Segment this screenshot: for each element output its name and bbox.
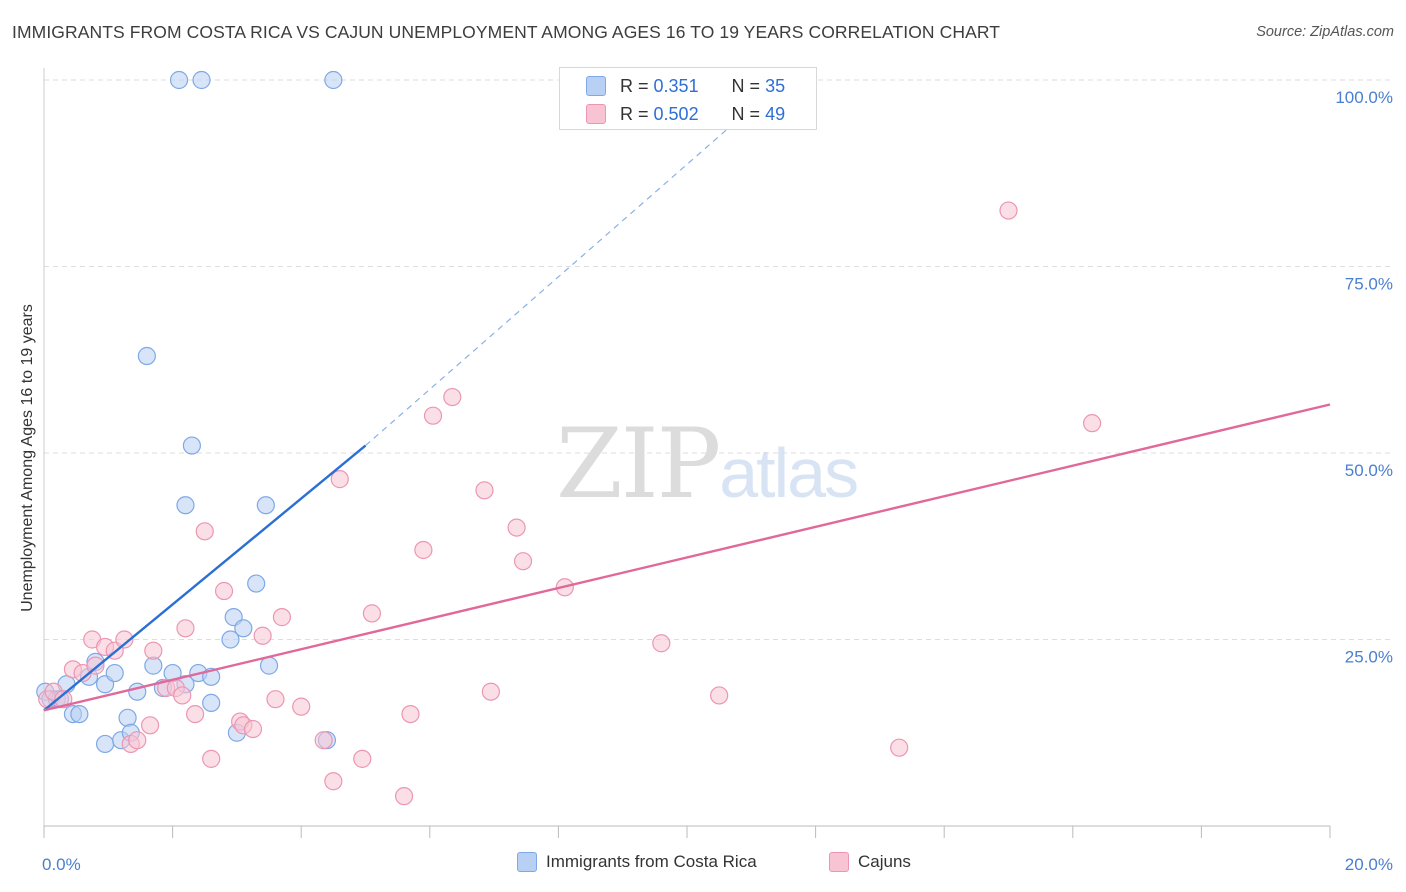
legend-label-costa-rica: Immigrants from Costa Rica [546, 852, 757, 871]
y-tick-label: 25.0% [1345, 648, 1393, 667]
data-point-blue [256, 496, 275, 515]
stats-row-costa-rica: R = 0.351 N = 35 [560, 73, 785, 99]
series-pink [38, 201, 1102, 806]
data-point-pink [394, 787, 414, 806]
data-point-blue [105, 663, 124, 683]
blue-swatch [586, 76, 606, 96]
stats-r-label: R = [620, 103, 649, 124]
data-point-blue [95, 734, 115, 754]
data-point-pink [652, 634, 671, 653]
data-point-blue [169, 70, 189, 90]
data-point-pink [54, 690, 73, 709]
legend-swatch-pink [829, 852, 849, 872]
data-point-pink [253, 626, 272, 645]
data-point-pink [115, 630, 134, 649]
data-point-pink [292, 697, 311, 716]
data-point-blue [202, 693, 221, 713]
stats-n-label: N = [731, 103, 761, 124]
data-point-pink [362, 604, 382, 623]
data-point-pink [475, 481, 494, 500]
trend-line-extension-blue [365, 79, 784, 446]
y-tick-label: 50.0% [1345, 461, 1393, 480]
source-label: Source: ZipAtlas.com [1256, 24, 1394, 40]
data-point-pink [195, 522, 214, 541]
pink-swatch [586, 104, 606, 124]
watermark-atlas: atlas [719, 434, 859, 512]
data-point-pink [890, 738, 909, 757]
stats-n-value: 35 [765, 75, 786, 96]
data-point-pink [710, 686, 729, 705]
data-point-pink [202, 749, 221, 768]
legend-item-cajuns[interactable]: Cajuns [829, 852, 911, 872]
data-point-pink [999, 201, 1018, 220]
x-tick-label: 0.0% [42, 855, 81, 874]
data-point-pink [144, 641, 163, 660]
data-point-blue [70, 704, 89, 724]
stats-n-value: 49 [765, 103, 786, 124]
data-point-blue [192, 70, 211, 90]
watermark-zip: ZIP [556, 408, 721, 520]
stats-row-cajuns: R = 0.502 N = 49 [560, 101, 785, 127]
legend-label-cajuns: Cajuns [858, 852, 911, 871]
data-point-blue [259, 656, 279, 675]
data-point-pink [423, 406, 443, 425]
data-point-blue [118, 708, 137, 727]
x-tick-label: 20.0% [1345, 855, 1393, 874]
data-point-pink [481, 682, 500, 701]
data-point-pink [214, 581, 234, 601]
data-point-pink [140, 716, 160, 735]
data-point-pink [401, 704, 420, 724]
data-point-blue [221, 630, 240, 649]
data-point-pink [443, 387, 462, 407]
data-point-pink [414, 540, 433, 560]
data-point-pink [176, 619, 195, 638]
trend-line-blue [43, 444, 367, 712]
data-point-blue [182, 436, 201, 455]
data-point-pink [1082, 414, 1102, 433]
bottom-legend: Immigrants from Costa Rica Cajuns [0, 852, 1406, 878]
data-point-pink [86, 656, 105, 675]
legend-item-costa-rica[interactable]: Immigrants from Costa Rica [517, 852, 757, 872]
data-point-pink [266, 690, 285, 709]
y-tick-label: 75.0% [1345, 275, 1393, 294]
stats-r-value: 0.502 [653, 103, 699, 124]
stats-legend: R = 0.351 N = 35 R = 0.502 N = 49 [559, 67, 817, 130]
data-point-pink [324, 772, 343, 791]
data-point-pink [513, 552, 533, 571]
data-point-blue [234, 619, 253, 638]
data-point-pink [272, 608, 292, 627]
trend-line-pink [43, 403, 1331, 712]
data-point-pink [243, 719, 263, 739]
data-point-blue [247, 574, 266, 593]
legend-swatch-blue [517, 852, 537, 872]
data-point-pink [353, 749, 372, 768]
data-point-pink [314, 731, 333, 750]
stats-r-label: R = [620, 75, 649, 96]
chart-title: IMMIGRANTS FROM COSTA RICA VS CAJUN UNEM… [12, 22, 1001, 42]
stats-n-label: N = [731, 75, 761, 96]
data-point-pink [128, 731, 147, 750]
stats-r-value: 0.351 [653, 75, 699, 96]
data-point-pink [186, 704, 205, 724]
data-point-blue [137, 346, 156, 366]
data-point-pink [173, 686, 192, 705]
data-point-blue [176, 496, 195, 515]
data-point-blue [324, 70, 343, 90]
watermark: ZIPatlas [556, 408, 859, 520]
data-point-pink [330, 470, 349, 489]
y-tick-label: 100.0% [1335, 88, 1393, 107]
data-point-pink [507, 518, 526, 537]
